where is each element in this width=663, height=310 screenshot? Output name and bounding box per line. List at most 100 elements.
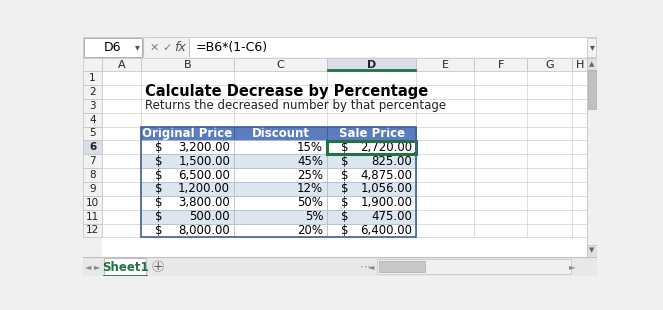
Bar [234,154,327,168]
Text: Original Price: Original Price [143,127,233,140]
Text: Calculate Decrease by Percentage: Calculate Decrease by Percentage [145,84,428,100]
Text: 11: 11 [86,212,99,222]
Text: 6,400.00: 6,400.00 [360,224,412,237]
Text: fx: fx [174,41,186,54]
Text: Discount: Discount [251,127,310,140]
Bar [474,58,527,71]
Bar [327,168,416,182]
Text: 12: 12 [86,225,99,236]
Bar [327,210,416,224]
Text: +: + [152,260,163,273]
Bar [141,58,234,71]
Bar [83,210,102,224]
Text: 45%: 45% [297,155,323,168]
Text: $: $ [341,155,349,168]
Text: 4,875.00: 4,875.00 [360,169,412,182]
Bar [327,140,416,154]
Bar [190,38,589,57]
Bar [141,224,234,237]
Text: $: $ [341,169,349,182]
Text: $: $ [155,182,162,195]
Bar [328,141,416,154]
Bar [414,152,417,155]
Bar [83,168,102,182]
Text: ✕: ✕ [149,42,159,53]
Text: 1,900.00: 1,900.00 [360,196,412,209]
Text: 1,500.00: 1,500.00 [178,155,230,168]
Bar [104,258,147,276]
Text: 6: 6 [89,142,96,152]
Text: Returns the decreased number by that percentage: Returns the decreased number by that per… [145,99,446,112]
Text: $: $ [341,141,349,154]
Bar [377,259,571,274]
Bar [588,70,596,109]
Bar [234,140,327,154]
Text: B: B [184,60,192,69]
Text: 825.00: 825.00 [371,155,412,168]
Bar [234,224,327,237]
Text: 12%: 12% [297,182,323,195]
Bar [83,113,102,126]
Text: $: $ [341,210,349,223]
Bar [83,140,102,154]
Text: 9: 9 [90,184,96,194]
Bar [587,58,597,69]
Text: D: D [367,60,376,69]
Bar [83,71,102,85]
Text: $: $ [155,224,162,237]
Text: $: $ [155,141,162,154]
Text: F: F [497,60,504,69]
Text: $: $ [341,196,349,209]
Text: $: $ [155,169,162,182]
Bar [234,196,327,210]
Text: 1: 1 [90,73,96,83]
Text: 475.00: 475.00 [371,210,412,223]
Bar [327,58,416,71]
Text: ⋯: ⋯ [360,261,371,271]
Text: ◄: ◄ [368,262,375,271]
Text: =B6*(1-C6): =B6*(1-C6) [195,41,267,54]
Text: D6: D6 [103,41,121,54]
Bar [83,58,102,71]
Bar [83,154,102,168]
Text: 5%: 5% [304,210,323,223]
Bar [102,71,587,257]
Text: ▼: ▼ [589,247,595,254]
Text: ►: ► [570,262,576,271]
Text: 500.00: 500.00 [190,210,230,223]
Bar [234,182,327,196]
Text: ◄: ◄ [85,262,91,271]
Text: Sale Price: Sale Price [339,127,404,140]
Text: $: $ [155,210,162,223]
Bar [83,99,102,113]
Bar [141,182,234,196]
Bar [141,126,416,237]
Bar [416,58,474,71]
Bar [141,196,234,210]
Circle shape [152,261,164,272]
Text: C: C [276,60,284,69]
Bar [587,38,596,57]
Bar [379,260,426,272]
Bar [83,196,102,210]
Text: ✓: ✓ [162,42,171,53]
Text: $: $ [155,155,162,168]
Bar [327,196,416,210]
Text: 3,800.00: 3,800.00 [178,196,230,209]
Bar [234,168,327,182]
Bar [327,224,416,237]
Text: 7: 7 [90,156,96,166]
Bar [327,126,416,140]
Text: H: H [575,60,584,69]
Bar [587,58,597,257]
Text: 20%: 20% [297,224,323,237]
Text: 3: 3 [90,101,96,111]
Bar [141,210,234,224]
Text: 3,200.00: 3,200.00 [178,141,230,154]
Text: $: $ [341,224,349,237]
Text: 10: 10 [86,198,99,208]
Bar [234,58,327,71]
Bar [83,182,102,196]
Text: ►: ► [93,262,100,271]
Bar [83,257,597,276]
